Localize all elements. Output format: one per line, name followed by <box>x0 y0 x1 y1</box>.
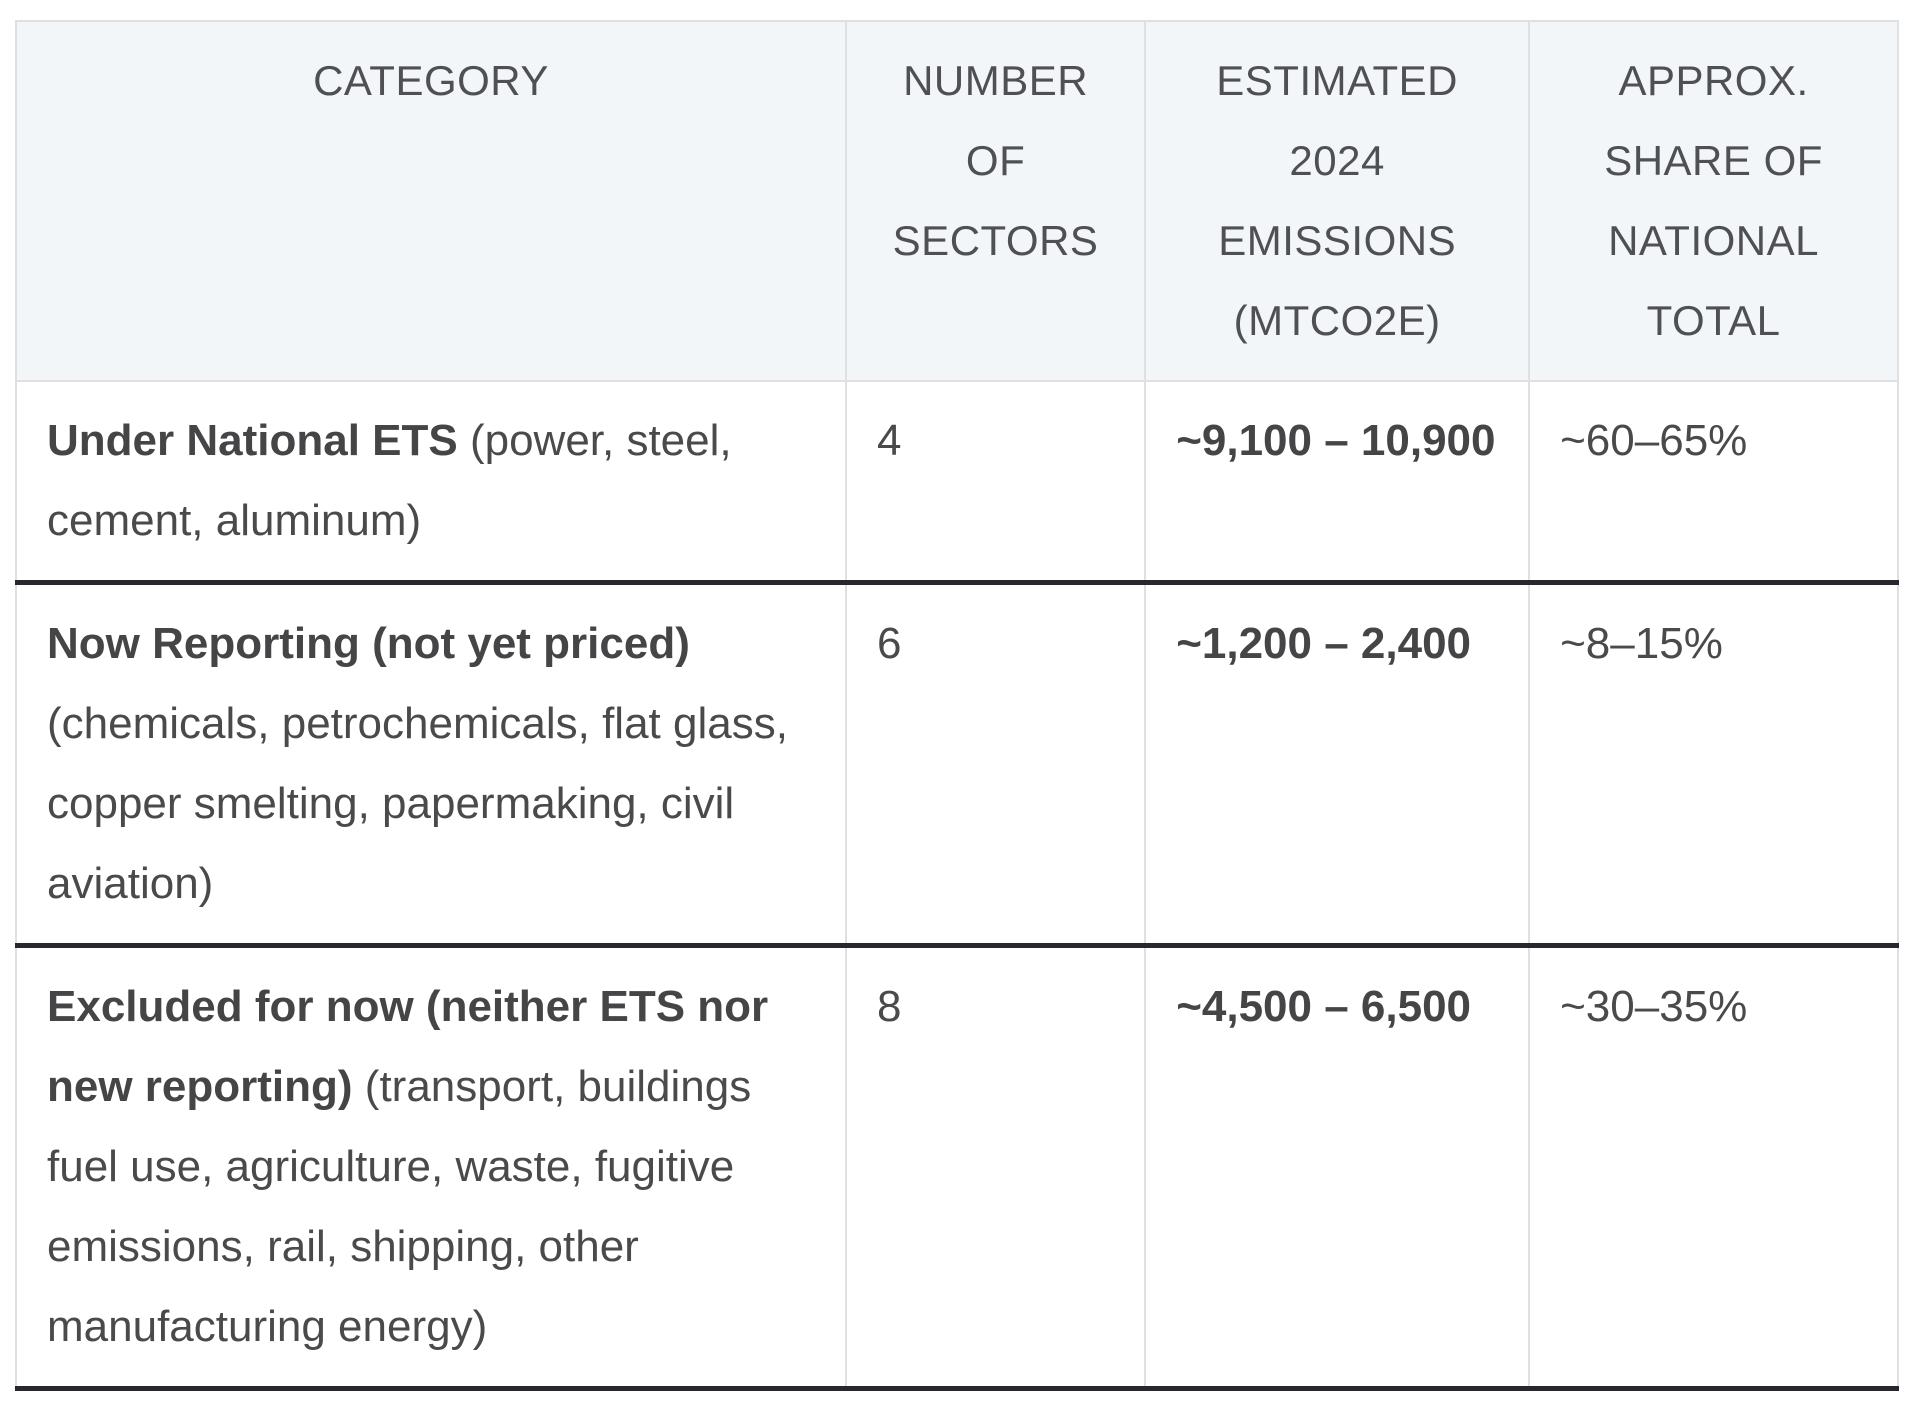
share-cell: ~30–35% <box>1528 943 1899 1389</box>
sectors-count-cell: 6 <box>844 580 1147 946</box>
header-category: CATEGORY <box>15 20 847 382</box>
category-cell: Excluded for now (neither ETS nor new re… <box>15 943 847 1389</box>
table-row: Excluded for now (neither ETS nor new re… <box>15 943 1899 1389</box>
category-detail: (transport, buildings fuel use, agricult… <box>47 1062 752 1351</box>
header-approx-share: APPROX. SHARE OF NATIONAL TOTAL <box>1528 20 1899 382</box>
sectors-count-cell: 8 <box>844 943 1147 1389</box>
category-title: Now Reporting (not yet priced) <box>47 619 690 668</box>
emissions-coverage-table: CATEGORY NUMBER OF SECTORS ESTIMATED 202… <box>15 20 1899 1391</box>
header-row: CATEGORY NUMBER OF SECTORS ESTIMATED 202… <box>15 20 1899 382</box>
category-detail: (power, steel, cement, aluminum) <box>47 416 732 545</box>
category-cell: Under National ETS (power, steel, cement… <box>15 381 847 583</box>
table-body: Under National ETS (power, steel, cement… <box>15 381 1899 1389</box>
header-estimated-emissions: ESTIMATED 2024 EMISSIONS (MTCO2E) <box>1144 20 1531 382</box>
share-cell: ~60–65% <box>1528 381 1899 583</box>
table-header: CATEGORY NUMBER OF SECTORS ESTIMATED 202… <box>15 20 1899 382</box>
category-cell: Now Reporting (not yet priced) (chemical… <box>15 580 847 946</box>
emissions-cell: ~1,200 – 2,400 <box>1144 580 1531 946</box>
table-row: Now Reporting (not yet priced) (chemical… <box>15 580 1899 946</box>
table-row: Under National ETS (power, steel, cement… <box>15 381 1899 583</box>
header-number-of-sectors: NUMBER OF SECTORS <box>844 20 1147 382</box>
share-cell: ~8–15% <box>1528 580 1899 946</box>
emissions-cell: ~9,100 – 10,900 <box>1144 381 1531 583</box>
category-title: Excluded for now (neither ETS nor new re… <box>47 982 769 1111</box>
emissions-cell: ~4,500 – 6,500 <box>1144 943 1531 1389</box>
sectors-count-cell: 4 <box>844 381 1147 583</box>
category-title: Under National ETS <box>47 416 458 465</box>
category-detail: (chemicals, petrochemicals, flat glass, … <box>47 699 788 908</box>
